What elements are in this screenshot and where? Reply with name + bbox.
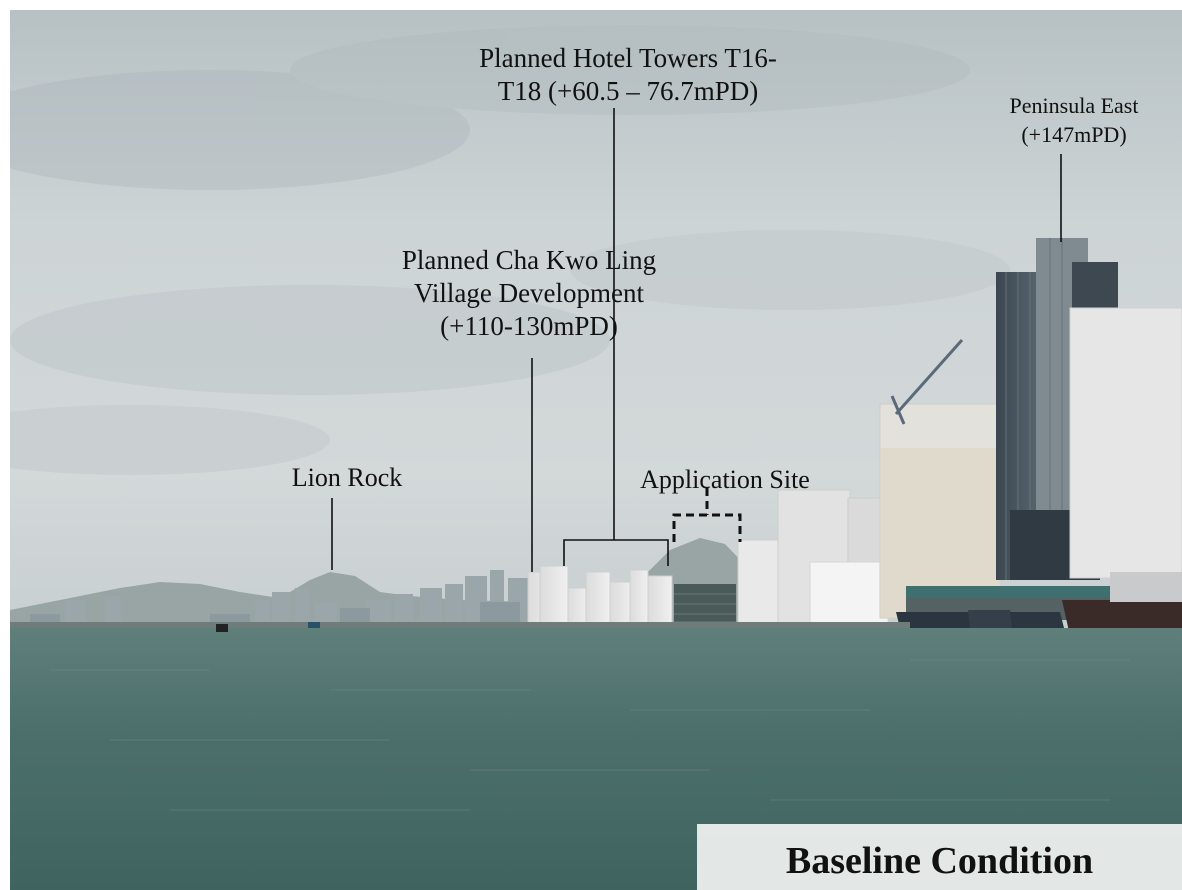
cha-kwo-ling-massing bbox=[527, 565, 673, 631]
lion-rock-label: Lion Rock bbox=[291, 463, 403, 492]
leader-lines bbox=[331, 108, 1062, 572]
clouds bbox=[10, 25, 1010, 475]
buoy bbox=[216, 624, 228, 632]
hotel-towers-label-line-2: T18 (+60.5 – 76.7mPD) bbox=[497, 75, 759, 106]
waterfront-massing bbox=[737, 403, 1001, 629]
small-boat bbox=[308, 622, 320, 628]
application-site-bracket bbox=[672, 488, 742, 542]
shoreline bbox=[10, 622, 910, 630]
harbour-photo: Planned Hotel Towers T16- T18 (+60.5 – 7… bbox=[10, 10, 1182, 890]
hotel-towers-label-line-1: Planned Hotel Towers T16- bbox=[479, 43, 777, 73]
crane bbox=[890, 339, 964, 425]
hotel-towers-bracket bbox=[563, 539, 669, 566]
hotel-towers-label: Planned Hotel Towers T16- T18 (+60.5 – 7… bbox=[446, 42, 810, 108]
cha-kwo-ling-label-line-3: (+110-130mPD) bbox=[440, 310, 618, 341]
cha-kwo-ling-label-line-1: Planned Cha Kwo Ling bbox=[401, 245, 657, 275]
cha-kwo-ling-label: Planned Cha Kwo Ling Village Development… bbox=[368, 244, 690, 343]
peninsula-east-label-line-2: (+147mPD) bbox=[1021, 121, 1127, 147]
water-ripples bbox=[50, 659, 1130, 811]
cha-kwo-ling-label-line-2: Village Development bbox=[413, 277, 645, 308]
peninsula-east-label-line-1: Peninsula East bbox=[1009, 93, 1139, 118]
application-site-label: Application Site bbox=[640, 465, 810, 494]
caption-text: Baseline Condition bbox=[785, 840, 1094, 882]
caption-box: Baseline Condition bbox=[697, 824, 1182, 890]
peninsula-east-label: Peninsula East (+147mPD) bbox=[984, 92, 1164, 149]
boats bbox=[896, 572, 1182, 636]
harbour-scene bbox=[10, 10, 1182, 890]
east-massing bbox=[1069, 307, 1182, 579]
